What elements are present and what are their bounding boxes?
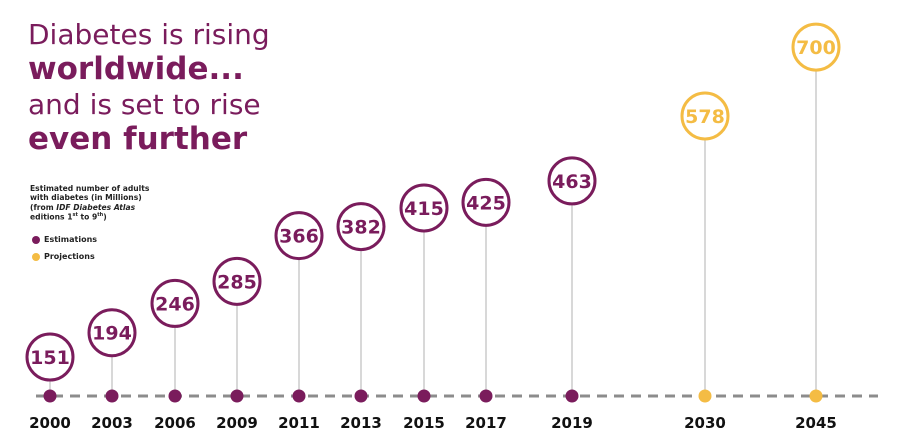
legend-projections-dot bbox=[32, 252, 40, 261]
point-2013 bbox=[354, 389, 368, 403]
bubble-2013 bbox=[336, 202, 386, 252]
note-line-3-pre: (from bbox=[30, 202, 57, 212]
legend-estimations: Estimations bbox=[32, 235, 172, 244]
bubble-2000 bbox=[25, 332, 75, 382]
value-label-2017: 425 bbox=[466, 192, 506, 214]
chart-note: Estimated number of adults with diabetes… bbox=[30, 184, 190, 222]
legend-projections: Projections bbox=[32, 252, 172, 261]
year-label-2013: 2013 bbox=[340, 414, 382, 432]
year-label-2019: 2019 bbox=[551, 414, 593, 432]
point-2045 bbox=[809, 389, 823, 403]
year-label-2030: 2030 bbox=[684, 414, 726, 432]
value-label-2013: 382 bbox=[341, 217, 381, 239]
point-2019 bbox=[565, 389, 579, 403]
year-label-2003: 2003 bbox=[91, 414, 133, 432]
value-label-2009: 285 bbox=[217, 271, 257, 293]
headline-line-2: worldwide... bbox=[28, 51, 244, 88]
year-label-2000: 2000 bbox=[29, 414, 71, 432]
value-label-2030: 578 bbox=[685, 106, 725, 128]
year-label-2006: 2006 bbox=[154, 414, 196, 432]
point-2015 bbox=[417, 389, 431, 403]
legend-estimations-label: Estimations bbox=[44, 235, 98, 244]
value-label-2003: 194 bbox=[92, 323, 132, 345]
bubble-2045 bbox=[791, 22, 841, 72]
legend-projections-label: Projections bbox=[44, 252, 95, 261]
point-2000 bbox=[43, 389, 57, 403]
bubble-2015 bbox=[399, 183, 449, 233]
value-label-2000: 151 bbox=[30, 347, 70, 369]
note-line-4-c: ) bbox=[103, 212, 107, 222]
value-label-2045: 700 bbox=[796, 37, 836, 59]
bubble-2011 bbox=[274, 211, 324, 261]
note-line-4-a: editions 1 bbox=[30, 212, 73, 222]
point-2003 bbox=[105, 389, 119, 403]
point-2009 bbox=[230, 389, 244, 403]
headline-line-3: and is set to rise bbox=[28, 87, 261, 121]
point-2006 bbox=[168, 389, 182, 403]
year-label-2011: 2011 bbox=[278, 414, 320, 432]
year-label-2045: 2045 bbox=[795, 414, 837, 432]
bubble-2006 bbox=[150, 278, 200, 328]
bubble-2003 bbox=[87, 308, 137, 358]
note-line-1: Estimated number of adults bbox=[30, 184, 150, 193]
note-line-2: with diabetes (in Millions) bbox=[30, 193, 142, 203]
headline: Diabetes is rising worldwide... and is s… bbox=[28, 18, 298, 157]
note-atlas-name: IDF Diabetes Atlas bbox=[56, 202, 136, 212]
point-2011 bbox=[292, 389, 306, 403]
note-line-3: (from IDF Diabetes Atlas bbox=[30, 203, 190, 212]
point-2017 bbox=[479, 389, 493, 403]
point-2030 bbox=[698, 389, 712, 403]
bubble-2030 bbox=[680, 91, 730, 141]
year-label-2009: 2009 bbox=[216, 414, 258, 432]
note-sup-2: th bbox=[97, 211, 104, 218]
bubble-2009 bbox=[212, 256, 262, 306]
note-line-4-b: to 9 bbox=[77, 212, 98, 222]
value-label-2006: 246 bbox=[155, 293, 195, 315]
legend-estimations-dot bbox=[32, 235, 40, 244]
value-label-2015: 415 bbox=[404, 198, 444, 220]
value-label-2011: 366 bbox=[279, 226, 319, 248]
value-label-2019: 463 bbox=[552, 171, 592, 193]
note-sup-1: st bbox=[72, 211, 78, 218]
headline-line-1: Diabetes is rising bbox=[28, 18, 270, 51]
bubble-2019 bbox=[547, 156, 597, 206]
note-line-4: editions 1st to 9th) bbox=[30, 212, 190, 222]
year-label-2015: 2015 bbox=[403, 414, 445, 432]
headline-line-4: even further bbox=[28, 120, 248, 157]
year-label-2017: 2017 bbox=[465, 414, 507, 432]
bubble-2017 bbox=[461, 177, 511, 227]
